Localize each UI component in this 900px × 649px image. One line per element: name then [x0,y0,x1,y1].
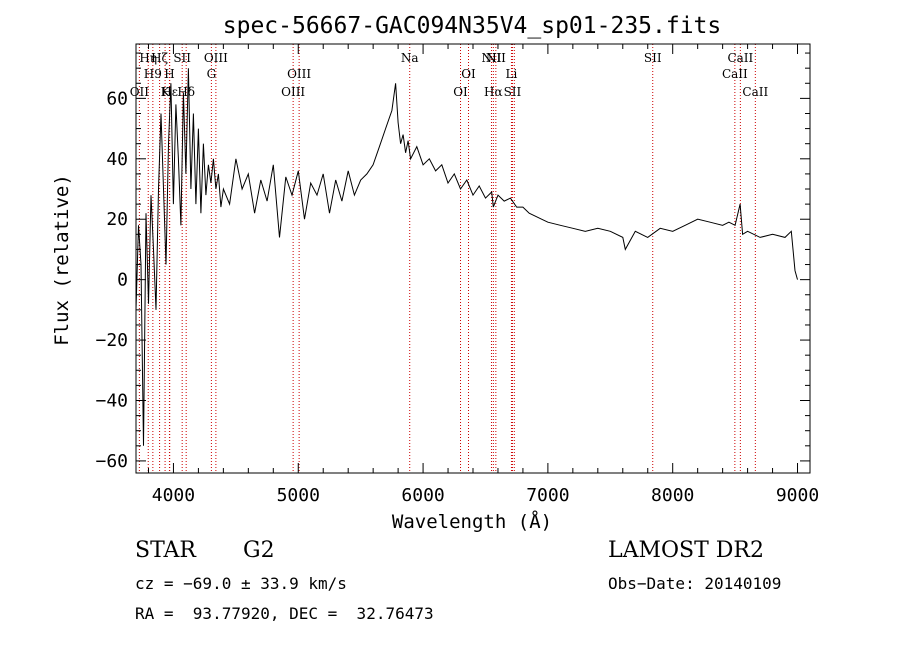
spectral-line-label: CaII [722,67,748,81]
obs-date-text: Obs−Date: 20140109 [608,574,782,593]
ra-dec-text: RA = 93.77920, DEC = 32.76473 [135,604,434,623]
x-tick-label: 7000 [526,485,569,506]
spectral-line-label: Hη [139,51,157,65]
star-class: STAR [135,538,196,563]
spectrum-series-line [135,68,798,446]
x-tick-label: 9000 [776,485,819,506]
redshift-text: cz = −69.0 ± 33.9 km/s [135,574,347,593]
spectral-line-label: CaII [742,85,768,99]
y-tick-label: 20 [106,209,128,230]
spectral-line-label: Na [401,51,419,65]
spectral-line-label: OIII [204,51,228,65]
spectral-line-label: OIII [281,85,305,99]
spectral-line-label: SII [173,51,191,65]
spectral-line-label: G [207,67,217,81]
y-tick-label: −60 [95,451,128,472]
spectral-line-label: NII [481,51,501,65]
x-tick-label: 8000 [651,485,694,506]
spectral-line-label: SII [504,85,522,99]
x-axis-label: Wavelength (Å) [392,510,552,533]
star-subclass: G2 [243,538,275,563]
survey-name: LAMOST DR2 [608,538,764,563]
spectral-line-label: SII [644,51,662,65]
spectral-line-label: Li [506,67,518,81]
spectral-line-label: Hα [484,85,503,99]
y-axis-ticks: −60 −40 −20 0 20 40 60 [95,52,810,472]
x-tick-label: 5000 [277,485,320,506]
spectral-line-label: Hε [161,85,178,99]
spectral-line-label: OI [461,67,476,81]
spectral-line-label: Hζ [151,51,168,65]
spectral-line-label: OIII [287,67,311,81]
y-axis-label: Flux (relative) [51,174,73,346]
spectral-line-label: NII [486,51,506,65]
spectral-line-label: H9 [144,67,162,81]
spectral-line-label: CaII [727,51,753,65]
x-tick-label: 6000 [401,485,444,506]
chart-title: spec-56667-GAC094N35V4_sp01-235.fits [223,13,722,39]
spectral-line-label: K [161,85,171,99]
y-tick-label: 60 [106,88,128,109]
y-tick-label: 0 [117,270,128,291]
spectral-line-labels: OII Hη H9 Hζ KH Hε SII Hδ G OIII OIII OIII Na OI OI NII… [130,51,769,99]
x-tick-label: 4000 [152,485,195,506]
plot-frame [135,43,811,474]
y-tick-label: 40 [106,149,128,170]
spectral-line-label: OI [453,85,468,99]
y-tick-label: −20 [95,330,128,351]
x-axis-ticks: 4000 5000 6000 7000 8000 9000 [147,44,819,506]
y-tick-label: −40 [95,390,128,411]
spectral-line-label: H [164,67,174,81]
spectral-line-label: OII [130,85,150,99]
spectral-line-label: Hδ [177,85,195,99]
spectral-line-markers [138,44,756,473]
